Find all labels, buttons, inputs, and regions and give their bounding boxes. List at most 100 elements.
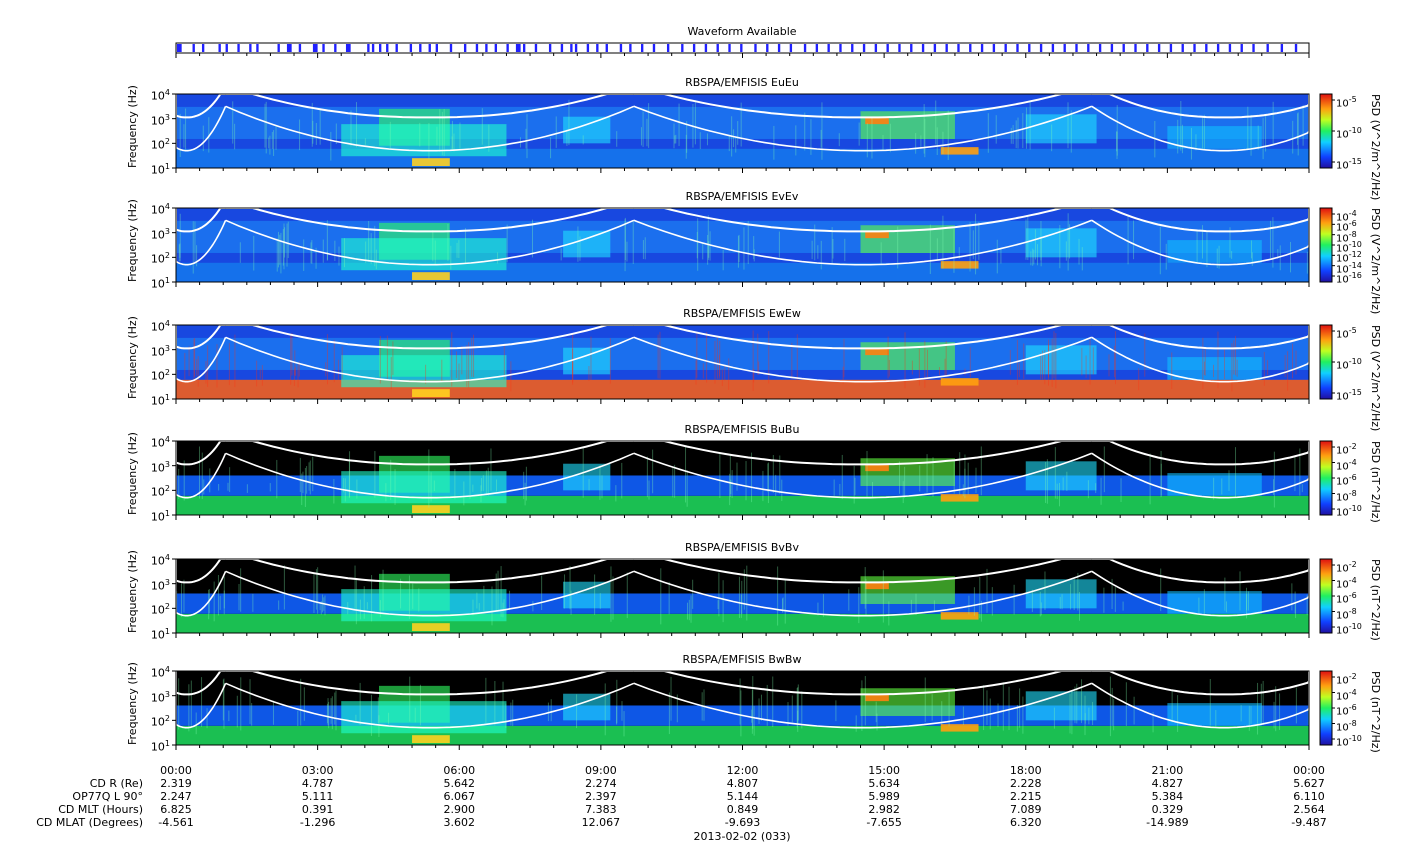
y-tick-label: 102 — [150, 137, 170, 152]
waveform-segment — [652, 44, 656, 52]
waveform-segment — [201, 44, 205, 52]
waveform-segment — [1087, 44, 1090, 52]
colorbar-tick-label: 10-8 — [1336, 606, 1357, 621]
colorbar-tick-label: 10-8 — [1336, 229, 1357, 244]
upper-white-curve — [225, 558, 634, 584]
x-tick-label: 12:00 — [726, 764, 759, 777]
ephemeris-value: 6.320 — [1010, 816, 1042, 829]
spectrogram-panel — [172, 670, 1335, 750]
waveform-segment — [1146, 44, 1149, 52]
ephemeris-value: 5.111 — [301, 790, 334, 803]
ephemeris-value: 5.989 — [868, 790, 900, 803]
upper-white-curve — [225, 93, 634, 119]
colorbar-tick-label: 10-10 — [1336, 357, 1362, 372]
waveform-segment — [322, 44, 325, 52]
colorbar-tick-label: 10-6 — [1336, 473, 1357, 488]
waveform-segment — [1216, 44, 1220, 52]
ephemeris-value: 6.825 — [160, 803, 192, 816]
y-tick-label: 104 — [150, 319, 170, 334]
emission-hotspot — [940, 147, 979, 155]
waveform-segment — [692, 44, 696, 52]
x-tick-label: 00:00 — [1293, 764, 1325, 777]
upper-white-curve — [1091, 93, 1310, 119]
waveform-segment — [740, 44, 743, 52]
colorbar-label: PSD (V^2/m^2/Hz) — [1369, 325, 1382, 432]
waveform-segment — [1266, 44, 1269, 52]
ephemeris-value: 0.849 — [726, 803, 759, 816]
emission-hotspot — [940, 378, 979, 386]
colorbar-label: PSD (nT^2/Hz) — [1369, 671, 1382, 753]
waveform-segment — [1205, 44, 1208, 52]
ephemeris-value: 6.110 — [1293, 790, 1325, 803]
ephemeris-value: 7.089 — [1010, 803, 1042, 816]
waveform-segment — [345, 44, 351, 52]
ephemeris-value: 0.329 — [1151, 803, 1184, 816]
y-tick-label: 101 — [150, 739, 170, 754]
emission-hotspot — [865, 231, 889, 239]
waveform-segment — [334, 44, 337, 52]
upper-white-curve — [633, 440, 1092, 466]
waveform-segment — [851, 44, 854, 52]
ephemeris-value: 2.982 — [868, 803, 900, 816]
waveform-segment — [1063, 44, 1066, 52]
lower-white-curve — [633, 336, 1093, 383]
y-tick-label: 101 — [150, 393, 170, 408]
y-tick-label: 103 — [150, 459, 170, 475]
waveform-segment — [463, 44, 467, 52]
waveform-segment — [515, 44, 521, 52]
ephemeris-value: 4.827 — [1151, 777, 1184, 790]
waveform-segment — [910, 44, 913, 52]
waveform-segment — [704, 44, 708, 52]
colorbar-tick-label: 10-16 — [1336, 271, 1362, 286]
panel-title-bubu: RBSPA/EMFISIS BuBu — [684, 423, 800, 436]
panel-title-bvbv: RBSPA/EMFISIS BvBv — [685, 541, 799, 554]
colorbar-tick-label: 10-4 — [1336, 575, 1357, 590]
waveform-segment — [1228, 44, 1232, 52]
lower-white-curve — [225, 336, 635, 383]
waveform-segment — [681, 44, 684, 52]
ephemeris-value: 12.067 — [581, 816, 621, 829]
colorbar-tick-label: 10-2 — [1336, 672, 1357, 687]
waveform-segment — [218, 44, 221, 52]
emission-region — [1167, 591, 1262, 614]
colorbar-tick-label: 10-10 — [1336, 126, 1362, 141]
lower-white-curve — [225, 570, 635, 617]
emission-hotspot — [940, 494, 979, 502]
waveform-segment — [192, 44, 195, 52]
waveform-segment — [803, 44, 807, 52]
colorbar — [1319, 93, 1333, 169]
y-tick-label: 104 — [150, 553, 170, 568]
x-tick-label: 03:00 — [301, 764, 334, 777]
x-tick-label: 21:00 — [1151, 764, 1184, 777]
upper-white-curve — [1091, 207, 1310, 233]
waveform-segment — [886, 44, 889, 52]
waveform-segment — [641, 44, 644, 52]
waveform-segment — [1157, 44, 1161, 52]
waveform-segment — [428, 44, 431, 52]
waveform-segment — [1004, 44, 1007, 52]
waveform-segment — [777, 44, 781, 52]
waveform-segment — [1075, 44, 1078, 52]
waveform-segment — [1110, 44, 1114, 52]
y-tick-label: 101 — [150, 627, 170, 642]
lower-white-curve — [633, 452, 1093, 499]
waveform-segment — [815, 44, 819, 52]
waveform-segment — [666, 44, 670, 52]
colorbar — [1319, 324, 1333, 400]
waveform-segment — [992, 44, 996, 52]
colorbar — [1319, 440, 1333, 516]
colorbar-tick-label: 10-8 — [1336, 718, 1357, 733]
waveform-segment — [249, 44, 252, 52]
waveform-segment — [1134, 44, 1137, 52]
waveform-title: Waveform Available — [687, 25, 797, 38]
colorbar-label: PSD (nT^2/Hz) — [1369, 559, 1382, 641]
waveform-segment — [1252, 44, 1255, 52]
emission-region — [1025, 228, 1097, 258]
upper-white-curve — [225, 670, 634, 696]
waveform-segment — [449, 44, 453, 52]
waveform-segment — [286, 44, 292, 52]
ephemeris-value: 2.247 — [160, 790, 192, 803]
emission-hotspot — [940, 724, 979, 732]
emission-hotspot — [865, 582, 889, 590]
upper-white-curve — [633, 93, 1092, 119]
